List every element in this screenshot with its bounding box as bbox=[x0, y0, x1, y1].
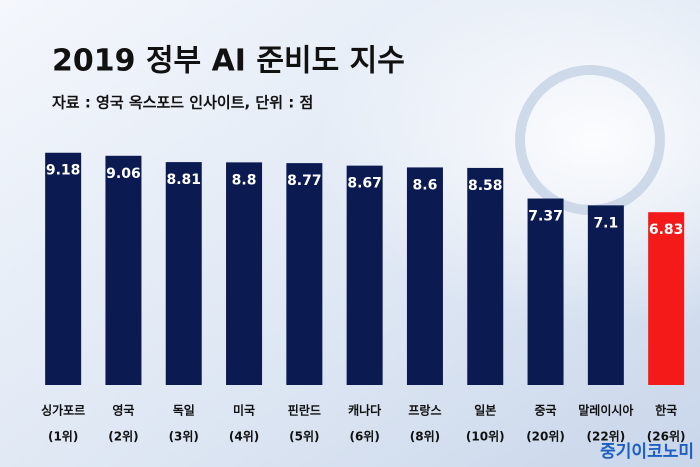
value-label: 8.77 bbox=[287, 173, 322, 189]
bar bbox=[286, 163, 323, 385]
source-logo: 중기이코노미 bbox=[600, 442, 694, 462]
value-label: 8.81 bbox=[166, 172, 201, 188]
value-label: 9.06 bbox=[106, 166, 141, 182]
value-label: 7.1 bbox=[593, 215, 618, 231]
x-tick-label: 미국 bbox=[233, 403, 255, 418]
rank-label: (4위) bbox=[229, 430, 259, 444]
bar bbox=[346, 165, 383, 385]
bar bbox=[527, 198, 564, 385]
x-tick-label: 중국 bbox=[535, 404, 557, 418]
rank-label: (22위) bbox=[586, 430, 625, 444]
x-tick-label: 프랑스 bbox=[408, 404, 441, 418]
bar bbox=[467, 167, 504, 385]
value-label: 8.58 bbox=[468, 178, 503, 194]
value-label: 8.67 bbox=[347, 176, 382, 192]
bar bbox=[648, 212, 685, 385]
rank-label: (10위) bbox=[466, 430, 505, 444]
x-tick-label: 캐나다 bbox=[348, 403, 381, 418]
x-tick-label: 싱가포르 bbox=[41, 403, 85, 418]
rank-label: (20위) bbox=[526, 430, 565, 444]
x-tick-label: 말레이시아 bbox=[578, 403, 633, 418]
value-label: 7.37 bbox=[528, 209, 563, 225]
rank-label: (26위) bbox=[647, 430, 686, 444]
bar bbox=[226, 162, 263, 385]
value-label: 8.8 bbox=[232, 172, 257, 188]
x-tick-label: 영국 bbox=[112, 403, 134, 418]
rank-label: (1위) bbox=[48, 430, 78, 444]
chart-subtitle: 자료 : 영국 옥스포드 인사이트, 단위 : 점 bbox=[52, 94, 313, 112]
x-tick-label: 일본 bbox=[474, 404, 496, 418]
rank-label: (5위) bbox=[289, 430, 319, 444]
value-label: 9.18 bbox=[46, 163, 81, 179]
x-tick-label: 독일 bbox=[173, 404, 195, 418]
value-label: 8.6 bbox=[413, 177, 438, 193]
rank-label: (8위) bbox=[410, 430, 440, 444]
x-tick-label: 핀란드 bbox=[288, 403, 321, 418]
rank-label: (2위) bbox=[108, 430, 138, 444]
value-label: 6.83 bbox=[649, 222, 684, 238]
bar bbox=[45, 152, 82, 385]
bar bbox=[165, 162, 202, 385]
rank-label: (3위) bbox=[169, 430, 199, 444]
bar bbox=[587, 205, 624, 385]
rank-label: (6위) bbox=[349, 430, 379, 444]
x-tick-label: 한국 bbox=[655, 403, 677, 418]
chart-title: 2019 정부 AI 준비도 지수 bbox=[52, 44, 405, 79]
bar bbox=[406, 167, 443, 385]
bar bbox=[105, 155, 142, 385]
